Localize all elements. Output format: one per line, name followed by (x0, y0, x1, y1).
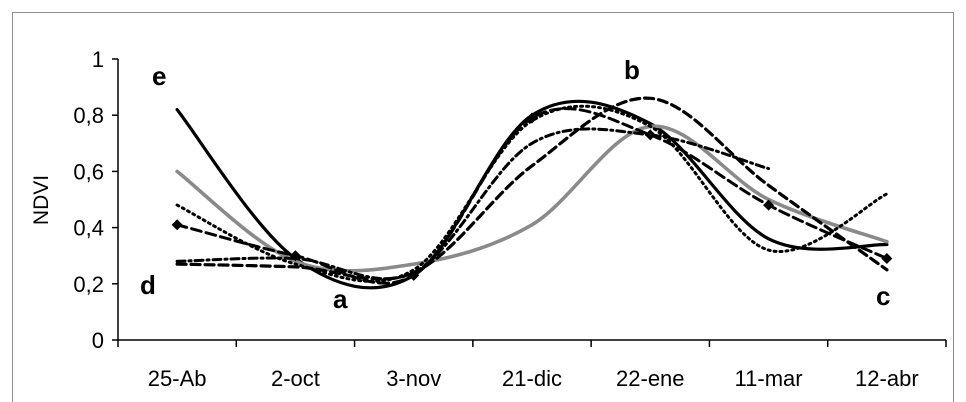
y-tick-label: 0,8 (73, 103, 104, 128)
y-tick-label: 0,2 (73, 272, 104, 297)
annotation-e: e (152, 61, 166, 91)
series-line-3 (175, 96, 889, 281)
annotation-b: b (624, 55, 640, 85)
series-diamond-marker (763, 199, 775, 211)
series-diamond-marker (408, 269, 420, 281)
series-line-6 (175, 127, 771, 281)
series-diamond-marker (644, 129, 656, 141)
x-tick-label: 11-mar (735, 366, 803, 390)
series-diamond-marker (171, 219, 183, 231)
annotation-d: d (140, 270, 156, 300)
x-tick-label: 22-ene (616, 366, 685, 390)
ndvi-line-chart: 0 0,2 0,4 0,6 0,8 1 25-Ab 2-oct 3-nov 21-dic 22-e… (30, 47, 947, 390)
y-tick-label: 0,6 (73, 159, 104, 184)
x-tick-label: 21-dic (502, 366, 562, 390)
y-tick-label: 0 (92, 328, 104, 353)
x-tick-label: 2-oct (271, 366, 320, 390)
annotation-a: a (333, 284, 348, 314)
series-diamond-marker (526, 112, 538, 124)
annotation-c: c (876, 281, 890, 311)
chart-frame (12, 12, 954, 402)
x-tick-label: 25-Ab (148, 366, 207, 390)
y-axis-title: NDVI (30, 175, 53, 225)
y-tick-label: 0,4 (73, 216, 104, 241)
x-tick-label: 3-nov (386, 366, 441, 390)
series-diamond-marker (881, 253, 893, 265)
series-diamond-marker (289, 250, 301, 262)
y-tick-label: 1 (92, 47, 104, 72)
x-tick-label: 12-abr (855, 366, 919, 390)
series-line-2 (175, 124, 889, 273)
